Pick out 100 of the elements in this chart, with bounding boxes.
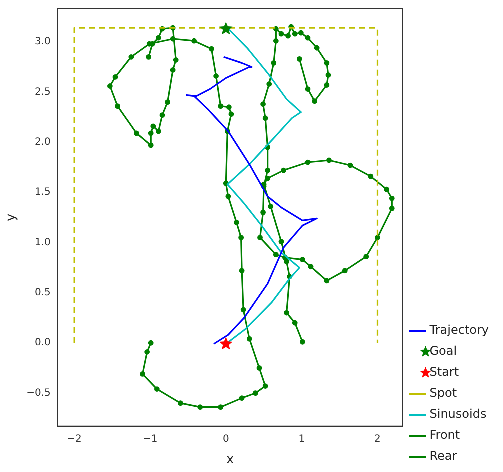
point [240,307,246,313]
point [228,112,234,118]
point [268,204,274,210]
point [308,264,314,270]
x-axis-title: x [226,452,234,468]
point [298,30,304,36]
point [146,54,152,60]
point [305,86,311,92]
point [273,38,279,44]
point [300,339,306,345]
point [262,384,268,389]
point [389,196,395,202]
point [219,337,233,350]
point [384,186,390,192]
x-tick-label: −1 [142,434,158,445]
point [284,259,290,265]
y-tick-label: 3.0 [34,36,51,48]
point [238,235,244,240]
point [218,404,224,410]
y-tick-label: 2.5 [34,86,51,98]
y-tick-label: 1.0 [34,237,51,248]
point [324,278,330,284]
point [178,400,184,406]
point [305,160,311,166]
point [364,254,370,260]
point [262,116,268,122]
point [226,194,232,200]
point [324,60,330,66]
y-tick-label: 0.0 [34,338,51,349]
point [260,102,266,108]
x-tick-label: 1 [298,434,306,445]
legend-label: Spot [430,386,458,400]
point [265,176,271,182]
point [278,31,284,37]
point [128,54,134,60]
point [278,239,284,244]
point [156,35,162,41]
point [368,174,374,180]
y-tick-label: 0.5 [34,288,51,299]
point [292,31,298,37]
y-tick-label: −0.5 [26,388,51,399]
point [148,340,154,346]
point [170,68,176,73]
point [144,349,150,355]
y-tick-label: 2.0 [34,137,51,148]
point [266,82,272,87]
point [134,130,140,136]
point [239,268,245,274]
point [342,268,348,274]
point [260,210,266,216]
legend-label: Start [430,365,460,380]
x-tick-label: 2 [374,434,381,445]
point [156,128,162,134]
point [218,104,224,110]
point [324,82,330,88]
point [234,220,240,226]
point [219,22,233,35]
legend-label: Trajectory [428,323,489,338]
point [148,130,154,136]
point [314,45,320,51]
point [281,168,286,174]
point [348,162,354,168]
point [209,46,214,52]
legend-label: Sinusoids [430,407,487,422]
point [115,104,120,110]
y-axis-title: y [4,214,20,222]
point [140,372,146,377]
point [271,60,277,66]
point [192,38,198,44]
point [273,252,279,258]
y-tick-label: 1.5 [34,187,51,198]
point [165,100,170,106]
point [226,104,232,110]
x-tick-label: −2 [67,434,82,445]
point [305,35,311,41]
point [160,112,166,118]
legend-label: Front [430,428,460,442]
point [258,235,263,240]
point [173,57,179,63]
point [239,396,245,402]
point [107,84,113,89]
point [246,336,252,342]
point [312,98,318,104]
point [198,404,204,410]
point [296,56,302,62]
point [326,158,332,164]
point [112,74,118,80]
legend-label: Goal [430,344,458,358]
point [265,168,271,174]
x-tick-label: 0 [222,434,230,445]
point [300,257,306,263]
point [170,36,176,42]
point [214,74,219,79]
point [389,206,395,212]
point [148,142,154,148]
legend-label: Rear [430,449,458,464]
point [326,72,332,78]
point [292,320,298,326]
point [284,310,290,316]
point [253,390,258,396]
